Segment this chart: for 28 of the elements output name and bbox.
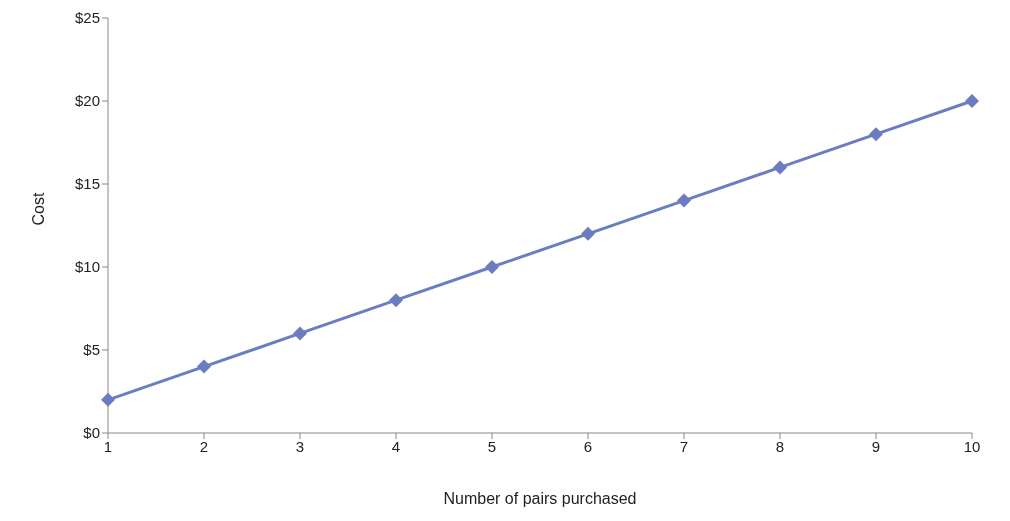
point (581, 226, 595, 241)
point (965, 94, 979, 108)
x-tick-label: 7 (679, 437, 689, 455)
x-tick-label: 4 (391, 437, 401, 455)
point (677, 193, 691, 208)
x-tick-label: 5 (487, 437, 497, 455)
y-tick-label: $10 (74, 258, 100, 276)
y-tick-label: $15 (74, 175, 100, 193)
y-tick-label: $0 (83, 424, 100, 442)
point (197, 359, 211, 374)
y-axis-title: Cost (29, 192, 47, 226)
x-tick-label: 9 (871, 437, 881, 455)
point (773, 160, 787, 175)
x-tick-label: 3 (295, 437, 305, 455)
x-tick-label: 6 (583, 437, 593, 455)
point (293, 326, 307, 341)
x-tick-label: 8 (775, 437, 785, 455)
x-axis-title: Number of pairs purchased (443, 490, 637, 508)
y-tick-label: $5 (83, 341, 100, 359)
y-tick-label: $25 (74, 9, 100, 27)
x-tick-label: 10 (963, 437, 981, 455)
x-tick-label: 1 (103, 437, 113, 455)
point (101, 392, 115, 407)
point (485, 260, 499, 274)
point (389, 293, 403, 308)
x-tick-label: 2 (199, 437, 209, 455)
point (869, 127, 883, 142)
y-tick-label: $20 (74, 92, 100, 110)
